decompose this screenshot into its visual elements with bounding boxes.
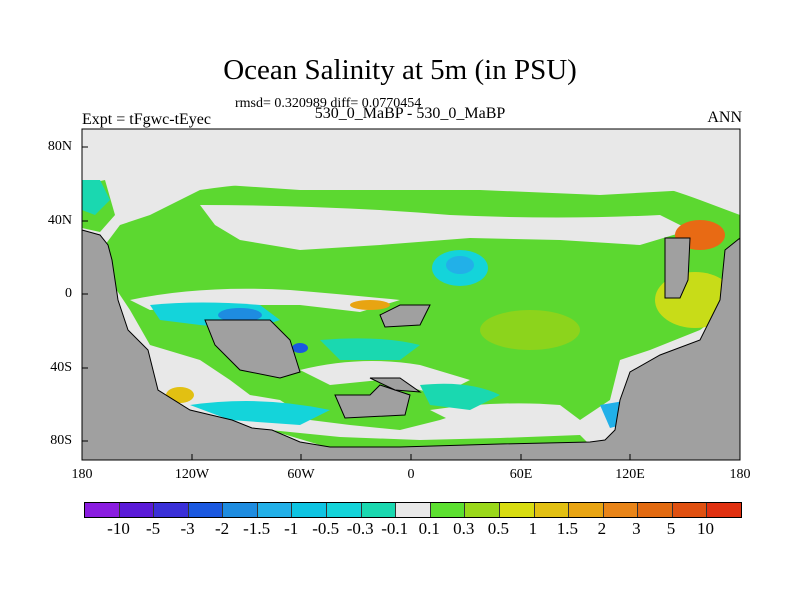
colorbar-swatch [223, 503, 258, 517]
y-tick-label: 40N [47, 213, 72, 228]
colorbar-swatch [188, 503, 224, 517]
colorbar-label: 3 [632, 519, 641, 538]
colorbar-swatch [672, 503, 708, 517]
x-tick-label: 180 [71, 467, 93, 482]
x-tick-label: 120W [174, 467, 210, 482]
colorbar-swatch [396, 503, 431, 517]
season-label: ANN [707, 109, 742, 126]
x-tick-label: 0 [407, 467, 415, 482]
colorbar-label: -2 [215, 519, 230, 538]
case-label: 530_0_MaBP - 530_0_MaBP [314, 105, 506, 122]
colorbar [84, 502, 742, 518]
x-tick-label: 60W [287, 467, 315, 482]
colorbar-label: 1.5 [556, 519, 578, 538]
y-tick-label: 80S [50, 433, 72, 448]
colorbar-label: -1.5 [243, 519, 271, 538]
y-tick-label: 0 [65, 286, 72, 301]
experiment-label: Expt = tFgwc-tEyec [82, 111, 211, 128]
colorbar-label: -0.3 [346, 519, 374, 538]
colorbar-swatch [292, 503, 328, 517]
stats-string: rmsd= 0.320989 diff= 0.0770454 [235, 96, 422, 111]
colorbar-label: 1 [528, 519, 538, 538]
colorbar-swatch [569, 503, 604, 517]
y-tick-label: 40S [50, 360, 72, 375]
colorbar-swatch [257, 503, 293, 517]
colorbar-label: 0.3 [453, 519, 475, 538]
colorbar-swatch [499, 503, 535, 517]
x-tick-label: 180 [729, 467, 751, 482]
colorbar-swatch [534, 503, 570, 517]
colorbar-label: -0.5 [312, 519, 340, 538]
colorbar-label: 0.5 [487, 519, 509, 538]
colorbar-label: 2 [597, 519, 607, 538]
colorbar-label: -10 [107, 519, 130, 538]
colorbar-swatch [327, 503, 362, 517]
x-tick-label: 60E [509, 467, 533, 482]
colorbar-label: -0.1 [381, 519, 409, 538]
x-tick-label: 120E [615, 467, 645, 482]
axis-ticks [82, 146, 631, 460]
colorbar-swatch [707, 503, 741, 517]
land-mask [81, 229, 741, 461]
colorbar-swatch [638, 503, 673, 517]
colorbar-label: -1 [284, 519, 299, 538]
colorbar-label: 0.1 [418, 519, 440, 538]
colorbar-label: -3 [180, 519, 195, 538]
colorbar-label: 5 [666, 519, 676, 538]
low-anomaly-patches [130, 150, 690, 425]
colorbar-swatch [85, 503, 120, 517]
colorbar-label: 10 [696, 519, 714, 538]
plot-title: Ocean Salinity at 5m (in PSU) [223, 54, 577, 86]
colorbar-swatch [154, 503, 189, 517]
colorbar-label: -5 [145, 519, 161, 538]
colorbar-swatch [361, 503, 397, 517]
colorbar-swatch [119, 503, 155, 517]
colorbar-swatch [465, 503, 500, 517]
colorbar-swatch [430, 503, 466, 517]
y-tick-label: 80N [47, 139, 72, 154]
colorbar-swatch [603, 503, 639, 517]
